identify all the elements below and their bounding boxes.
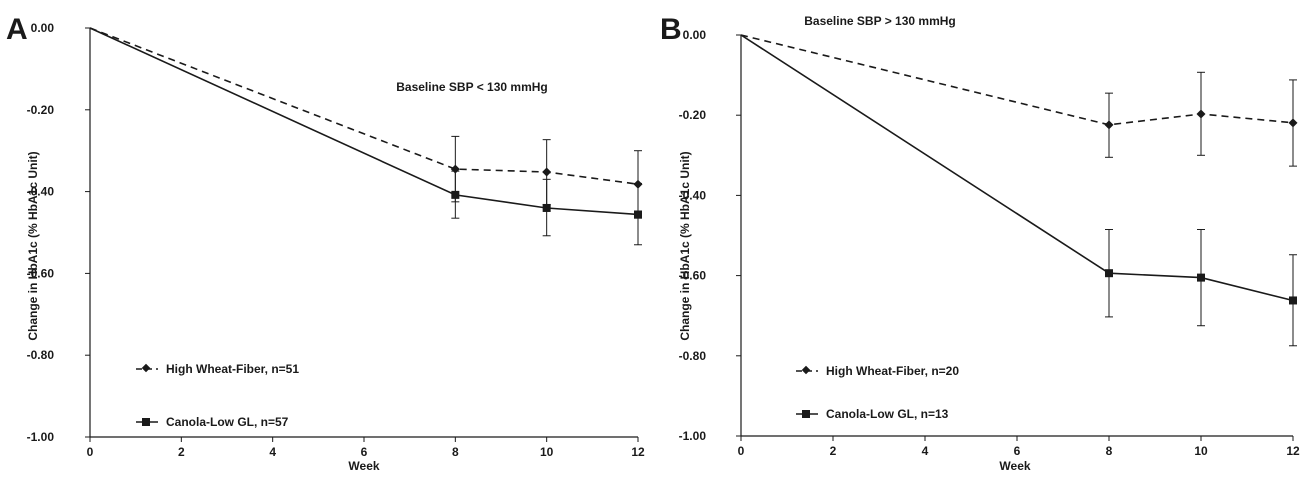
- panel-a-y-axis-label: Change in HbA1c (% HbA1c Unit): [26, 151, 40, 340]
- legend-label-canola: Canola-Low GL, n=13: [826, 407, 949, 421]
- panel-a: A Baseline SBP < 130 mmHg Week Change in…: [6, 13, 645, 473]
- x-tick-label: 6: [1014, 444, 1021, 458]
- x-tick-label: 10: [1194, 444, 1208, 458]
- panel-b-legend-item-wheat: High Wheat-Fiber, n=20: [796, 364, 959, 378]
- series-line-wheat-fiber: [89, 27, 639, 185]
- series-line-canola-low-gl: [89, 27, 639, 216]
- x-tick-label: 2: [830, 444, 837, 458]
- data-point-square: [451, 190, 460, 199]
- data-point-diamond: [1196, 109, 1206, 119]
- legend-label-wheat: High Wheat-Fiber, n=51: [166, 362, 299, 376]
- x-tick-label: 8: [452, 445, 459, 459]
- x-tick-label: 4: [269, 445, 276, 459]
- data-point-diamond: [1104, 120, 1114, 130]
- data-point-square: [542, 203, 551, 212]
- legend-diamond-marker: [141, 363, 151, 373]
- x-tick-label: 10: [540, 445, 554, 459]
- data-point-square: [1289, 296, 1297, 305]
- panel-a-x-axis-label: Week: [348, 459, 379, 473]
- x-tick-label: 0: [738, 444, 745, 458]
- y-tick-label: -0.40: [679, 188, 707, 202]
- y-tick-label: -0.20: [679, 108, 707, 122]
- panel-b: B Baseline SBP > 130 mmHg Week Change in…: [660, 13, 1300, 473]
- data-point-diamond: [1288, 118, 1298, 128]
- panel-a-legend-item-wheat: High Wheat-Fiber, n=51: [136, 362, 299, 376]
- legend-square-marker: [142, 418, 150, 426]
- y-tick-label: 0.00: [31, 21, 55, 35]
- legend-diamond-marker: [801, 365, 811, 375]
- data-point-square: [1105, 269, 1113, 278]
- legend-square-marker: [802, 410, 810, 418]
- y-tick-label: -0.40: [27, 185, 55, 199]
- y-tick-label: -0.80: [27, 348, 55, 362]
- series-line-canola-low-gl: [740, 34, 1294, 302]
- y-tick-label: 0.00: [683, 28, 707, 42]
- panel-a-legend-item-canola: Canola-Low GL, n=57: [136, 415, 289, 429]
- panel-a-letter: A: [6, 13, 28, 46]
- x-tick-label: 12: [631, 445, 645, 459]
- x-tick-label: 6: [361, 445, 368, 459]
- data-point-square: [1197, 273, 1205, 282]
- y-tick-label: -0.80: [679, 349, 707, 363]
- panel-a-annotation: Baseline SBP < 130 mmHg: [396, 80, 548, 94]
- x-tick-label: 8: [1106, 444, 1113, 458]
- y-tick-label: -0.20: [27, 103, 55, 117]
- legend-label-canola: Canola-Low GL, n=57: [166, 415, 289, 429]
- data-point-square: [634, 210, 642, 219]
- series-line-wheat-fiber: [740, 34, 1294, 126]
- y-tick-label: -1.00: [27, 430, 55, 444]
- x-tick-label: 0: [87, 445, 94, 459]
- panel-b-legend: High Wheat-Fiber, n=20 Canola-Low GL, n=…: [796, 364, 959, 421]
- y-tick-label: -0.60: [27, 266, 55, 280]
- x-tick-label: 2: [178, 445, 185, 459]
- panel-b-annotation: Baseline SBP > 130 mmHg: [804, 14, 956, 28]
- panel-b-y-axis-label: Change in HbA1c (% HbA1c Unit): [678, 151, 692, 340]
- panel-a-legend: High Wheat-Fiber, n=51 Canola-Low GL, n=…: [136, 362, 299, 429]
- y-tick-label: -0.60: [679, 269, 707, 283]
- data-point-diamond: [542, 167, 552, 177]
- y-tick-label: -1.00: [679, 429, 707, 443]
- x-tick-label: 4: [922, 444, 929, 458]
- legend-label-wheat: High Wheat-Fiber, n=20: [826, 364, 959, 378]
- panel-b-legend-item-canola: Canola-Low GL, n=13: [796, 407, 949, 421]
- panel-b-letter: B: [660, 13, 682, 46]
- x-tick-label: 12: [1286, 444, 1300, 458]
- panel-b-x-axis-label: Week: [999, 459, 1030, 473]
